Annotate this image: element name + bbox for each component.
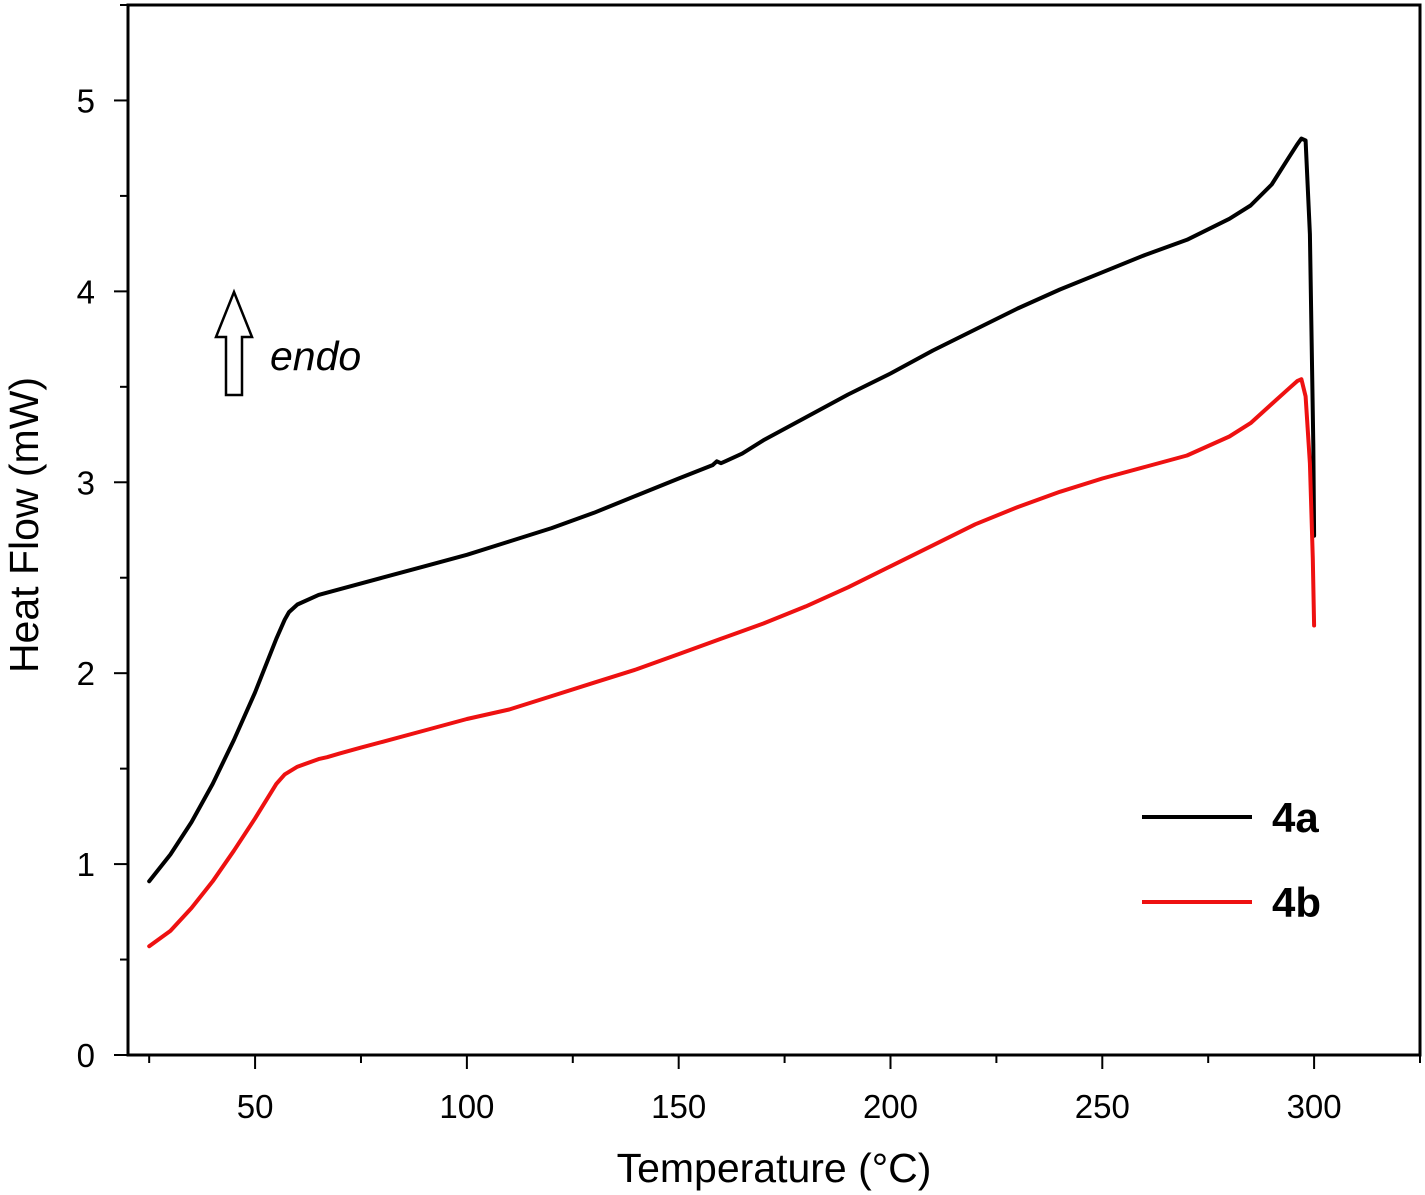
endo-label: endo bbox=[270, 333, 361, 379]
x-tick-label: 50 bbox=[237, 1088, 274, 1125]
x-axis-ticks: 50 100 150 200 250 300 bbox=[148, 1055, 1421, 1125]
series-line-4b bbox=[147, 377, 1317, 949]
y-tick-label: 3 bbox=[77, 464, 95, 501]
plot-frame bbox=[126, 3, 1422, 1057]
y-tick-label: 4 bbox=[77, 273, 95, 310]
y-axis-ticks: 0 1 2 3 4 5 bbox=[77, 4, 128, 1074]
endo-annotation: endo bbox=[214, 288, 361, 397]
legend: 4a 4b bbox=[1142, 794, 1321, 926]
y-tick-label: 1 bbox=[77, 846, 95, 883]
x-tick-label: 250 bbox=[1075, 1088, 1130, 1125]
x-tick-label: 150 bbox=[651, 1088, 706, 1125]
y-axis-title: Heat Flow (mW) bbox=[1, 377, 47, 673]
legend-label-4a: 4a bbox=[1272, 794, 1319, 841]
x-axis-title: Temperature (°C) bbox=[617, 1145, 932, 1191]
plot-series bbox=[147, 136, 1317, 949]
series-line-4a bbox=[147, 136, 1317, 884]
x-tick-label: 300 bbox=[1287, 1088, 1342, 1125]
up-arrow-icon bbox=[214, 288, 254, 397]
y-tick-label: 5 bbox=[77, 82, 95, 119]
y-tick-label: 0 bbox=[77, 1037, 95, 1074]
legend-label-4b: 4b bbox=[1272, 879, 1321, 926]
x-tick-label: 200 bbox=[863, 1088, 918, 1125]
x-tick-label: 100 bbox=[439, 1088, 494, 1125]
y-tick-label: 2 bbox=[77, 655, 95, 692]
